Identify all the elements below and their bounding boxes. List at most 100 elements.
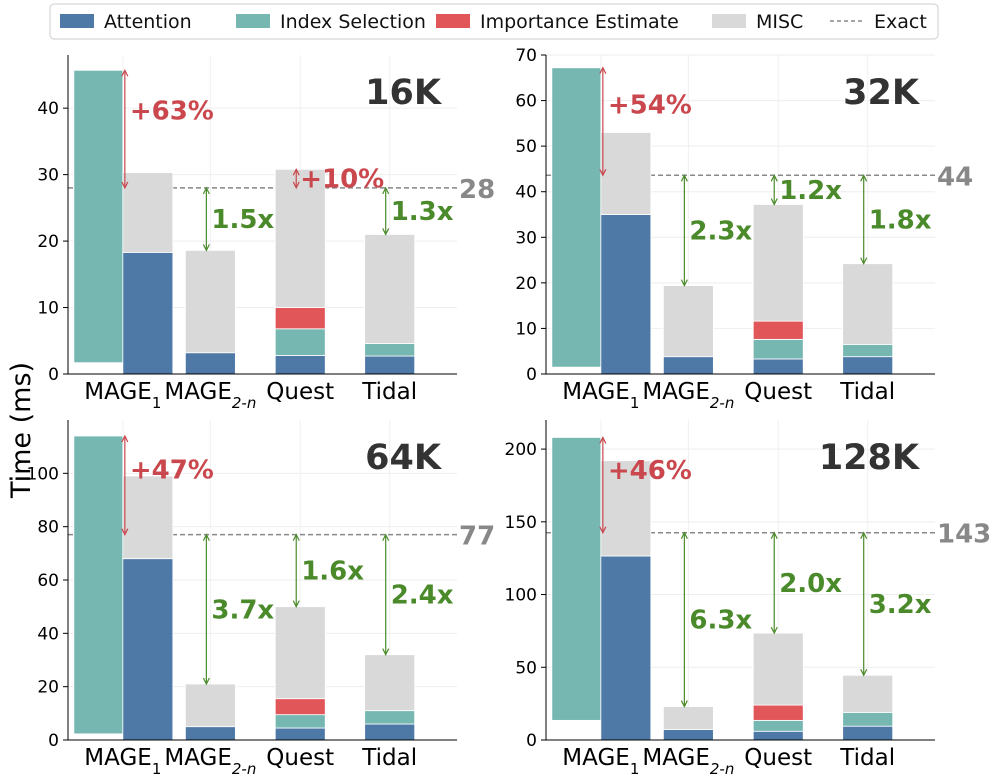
bar-quest-index-selection xyxy=(752,338,804,360)
x-tick-label-quest: Quest xyxy=(744,379,812,405)
bar-mage2-n-misc xyxy=(184,683,236,728)
annotation-arrowhead xyxy=(382,533,390,541)
bar-mage1-attention xyxy=(122,558,174,741)
annotation-label: 6.3x xyxy=(689,606,752,636)
legend-swatch-index-selection xyxy=(236,14,270,28)
y-tick-label: 100 xyxy=(27,464,59,484)
y-tick-label: 60 xyxy=(37,571,59,591)
annotation-arrowhead xyxy=(860,257,868,266)
x-tick-label-mage1: MAGE1 xyxy=(84,745,161,776)
bar-mage1-index-selection xyxy=(551,437,602,721)
annotation-arrowhead xyxy=(599,526,607,535)
bar-mage1-attention xyxy=(600,555,652,741)
bar-tidal-misc xyxy=(364,654,416,712)
bar-mage2-n-misc xyxy=(662,706,714,730)
annotation-arrowhead xyxy=(860,531,868,539)
y-tick-label: 20 xyxy=(515,274,537,294)
annotation-arrowhead xyxy=(680,279,688,287)
y-tick-label: 20 xyxy=(37,232,59,252)
panel-16k: 28 0 10 20 30 40 MAGE1 MAGE2-n Quest Tidal 16K +63%… xyxy=(37,55,495,412)
x-tick-label-quest: Quest xyxy=(266,745,334,771)
annotation-arrowhead xyxy=(121,434,129,443)
legend-label-exact: Exact xyxy=(874,11,927,33)
bar-mage2-n-attention xyxy=(662,356,714,375)
y-tick-label: 30 xyxy=(515,228,537,248)
annotation-arrowhead xyxy=(202,186,210,195)
bar-tidal-attention xyxy=(364,355,416,375)
annotation-label: 2.4x xyxy=(391,581,454,611)
annotation-arrowhead xyxy=(860,173,868,182)
bar-mage2-n-attention xyxy=(184,352,236,375)
y-tick-label: 70 xyxy=(515,46,537,66)
annotation-arrowhead xyxy=(202,533,210,541)
bar-tidal-attention xyxy=(842,725,894,741)
annotation-arrowhead xyxy=(292,533,300,541)
x-tick-label-mage1: MAGE1 xyxy=(84,379,161,412)
annotation-arrowhead xyxy=(770,626,778,635)
y-tick-label: 0 xyxy=(48,731,59,751)
annotation-arrowhead xyxy=(599,66,607,75)
bar-quest-attention xyxy=(752,358,804,375)
x-tick-label-mage2-n: MAGE2-n xyxy=(642,745,734,776)
y-tick-label: 200 xyxy=(505,440,537,460)
annotation-arrowhead xyxy=(121,68,129,77)
legend-swatch-misc xyxy=(712,14,746,28)
annotation-arrowhead xyxy=(680,173,688,182)
annotation-arrowhead xyxy=(382,228,390,236)
annotation-arrowhead xyxy=(860,669,868,677)
annotation-label: 1.3x xyxy=(391,197,454,227)
annotation-label: 1.2x xyxy=(779,176,842,206)
x-tick-label-mage1: MAGE1 xyxy=(562,379,639,412)
y-tick-label: 100 xyxy=(505,586,537,606)
bar-quest-importance-estimate xyxy=(274,698,326,716)
annotation-arrowhead xyxy=(202,244,210,252)
annotation-arrowhead xyxy=(680,531,688,539)
bar-quest-attention xyxy=(274,354,326,375)
annotation-label: +46% xyxy=(608,456,692,486)
bar-quest-misc xyxy=(752,204,804,322)
y-tick-label: 30 xyxy=(37,166,59,186)
legend-label-index-selection: Index Selection xyxy=(280,11,426,33)
exact-label: 44 xyxy=(937,162,973,192)
annotation-arrowhead xyxy=(599,169,607,177)
bar-quest-importance-estimate xyxy=(752,320,804,340)
annotation-label: +63% xyxy=(130,96,214,126)
x-tick-label-mage1: MAGE1 xyxy=(562,745,639,776)
annotation-arrowhead xyxy=(292,181,300,190)
annotation-label: +54% xyxy=(608,90,692,120)
annotation-label: +47% xyxy=(130,456,214,486)
bar-quest-misc xyxy=(274,606,326,700)
x-tick-label-quest: Quest xyxy=(266,379,334,405)
bar-tidal-attention xyxy=(842,356,894,375)
legend-swatch-attention xyxy=(60,14,94,28)
y-tick-label: 150 xyxy=(505,513,537,533)
bar-mage1-misc xyxy=(600,460,652,557)
y-tick-label: 40 xyxy=(515,183,537,203)
y-tick-label: 40 xyxy=(37,99,59,119)
bar-tidal-index-selection xyxy=(842,711,894,727)
panel-title: 32K xyxy=(843,73,921,113)
annotation-arrowhead xyxy=(382,648,390,657)
x-tick-label-mage2-n: MAGE2-n xyxy=(164,745,256,776)
bar-quest-importance-estimate xyxy=(752,704,804,721)
x-tick-label-tidal: Tidal xyxy=(361,379,417,405)
bar-mage1-attention xyxy=(600,214,652,375)
x-tick-label-quest: Quest xyxy=(744,745,812,771)
y-tick-label: 80 xyxy=(37,518,59,538)
exact-label: 143 xyxy=(937,520,991,550)
legend-label-attention: Attention xyxy=(104,11,192,33)
x-tick-label-tidal: Tidal xyxy=(839,745,895,771)
annotation-label: 1.8x xyxy=(869,206,932,236)
bar-mage2-n-misc xyxy=(662,285,714,358)
y-tick-label: 0 xyxy=(526,365,537,385)
bar-mage1-misc xyxy=(600,132,652,215)
bar-mage2-n-misc xyxy=(184,249,236,354)
annotation-arrowhead xyxy=(599,436,607,444)
bar-tidal-index-selection xyxy=(364,343,416,357)
legend-swatch-importance-estimate xyxy=(436,14,470,28)
y-tick-label: 50 xyxy=(515,137,537,157)
annotation-arrowhead xyxy=(202,677,210,686)
bar-tidal-misc xyxy=(842,674,894,713)
legend-label-importance-estimate: Importance Estimate xyxy=(480,11,679,33)
